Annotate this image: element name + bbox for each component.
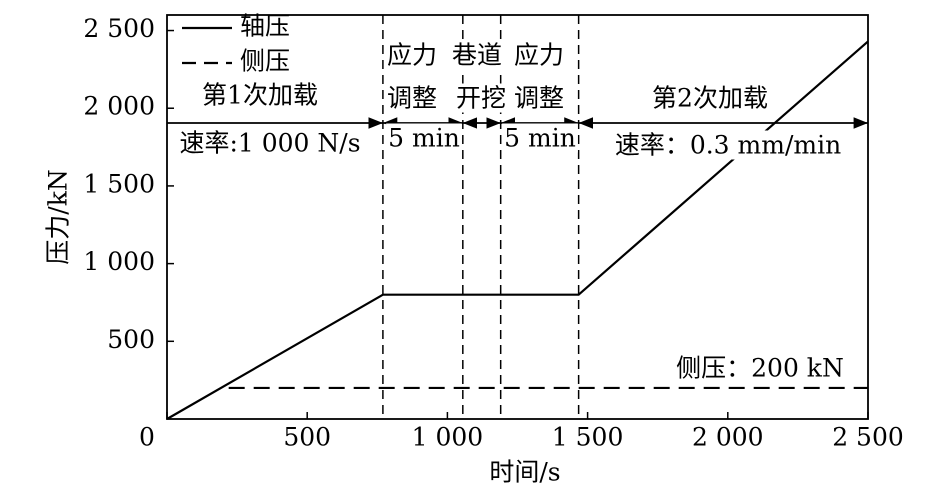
annotation: 调整 bbox=[514, 84, 564, 113]
legend-label: 侧压 bbox=[240, 47, 290, 76]
x-axis-label: 时间/s bbox=[489, 458, 560, 487]
annotation: 侧压：200 kN bbox=[676, 354, 844, 383]
annotation: 速率:1 000 N/s bbox=[179, 129, 360, 158]
x-tick-label: 1 000 bbox=[412, 423, 484, 452]
annotation-bg bbox=[612, 130, 844, 160]
annotation-bg bbox=[200, 80, 320, 110]
x-tick-label: 2 500 bbox=[832, 423, 904, 452]
legend-label: 轴压 bbox=[240, 12, 290, 41]
annotation-bg bbox=[511, 40, 567, 70]
y-axis-label: 压力/kN bbox=[44, 169, 73, 264]
annotation: 第2次加载 bbox=[652, 84, 768, 113]
y-tick-label: 500 bbox=[107, 325, 155, 354]
annotation-bg bbox=[511, 83, 567, 113]
y-tick-label: 2 000 bbox=[83, 92, 155, 121]
series-line bbox=[166, 40, 869, 420]
x-tick-label: 1 500 bbox=[552, 423, 624, 452]
annotation-bg bbox=[386, 123, 462, 153]
plot-frame bbox=[166, 14, 869, 420]
annotation-bg bbox=[674, 353, 846, 383]
y-tick-label: 1 000 bbox=[83, 247, 155, 276]
annotation-bg bbox=[384, 83, 440, 113]
x-tick-label: 0 bbox=[139, 423, 155, 452]
annotation: 巷道 bbox=[452, 41, 502, 70]
annotation: 开挖 bbox=[456, 84, 506, 113]
y-tick-label: 1 500 bbox=[83, 169, 155, 198]
x-tick-label: 500 bbox=[283, 423, 331, 452]
annotation-bg bbox=[453, 83, 509, 113]
y-tick-label: 2 500 bbox=[83, 14, 155, 43]
annotation-bg bbox=[449, 40, 505, 70]
annotation-bg bbox=[650, 83, 770, 113]
annotation: 应力 bbox=[514, 41, 564, 70]
annotation: 应力 bbox=[387, 41, 437, 70]
annotation: 第1次加载 bbox=[202, 81, 318, 110]
annotation-bg bbox=[502, 123, 578, 153]
annotation-bg bbox=[177, 128, 363, 158]
annotation: 5 min bbox=[504, 124, 576, 153]
annotation-bg bbox=[384, 40, 440, 70]
annotation: 调整 bbox=[387, 84, 437, 113]
annotation: 速率：0.3 mm/min bbox=[615, 131, 841, 160]
x-tick-label: 2 000 bbox=[692, 423, 764, 452]
annotation: 5 min bbox=[388, 124, 460, 153]
